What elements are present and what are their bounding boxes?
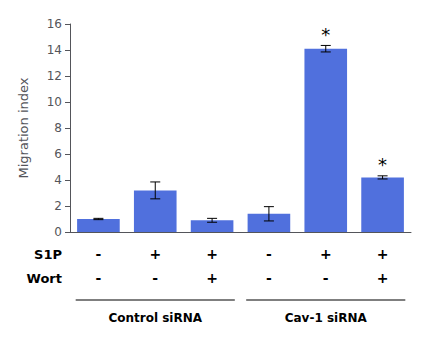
svg-text:Control siRNA: Control siRNA — [108, 311, 202, 325]
svg-text:-: - — [152, 270, 158, 286]
svg-text:+: + — [206, 246, 218, 262]
svg-text:2: 2 — [54, 199, 62, 213]
svg-text:-: - — [96, 270, 102, 286]
svg-text:10: 10 — [47, 95, 62, 109]
svg-text:Migration index: Migration index — [16, 77, 31, 178]
svg-text:*: * — [378, 154, 387, 175]
svg-text:6: 6 — [54, 147, 62, 161]
svg-text:0: 0 — [54, 225, 62, 239]
svg-text:16: 16 — [47, 17, 62, 31]
svg-text:12: 12 — [47, 69, 62, 83]
svg-text:+: + — [206, 270, 218, 286]
svg-text:14: 14 — [47, 43, 62, 57]
svg-text:+: + — [320, 246, 332, 262]
svg-text:8: 8 — [54, 121, 62, 135]
svg-text:-: - — [266, 270, 272, 286]
svg-text:-: - — [323, 270, 329, 286]
svg-text:-: - — [96, 246, 102, 262]
svg-text:+: + — [377, 246, 389, 262]
svg-text:Cav-1 siRNA: Cav-1 siRNA — [285, 311, 368, 325]
svg-text:-: - — [266, 246, 272, 262]
svg-text:4: 4 — [54, 173, 62, 187]
svg-text:+: + — [377, 270, 389, 286]
svg-text:*: * — [321, 24, 330, 45]
svg-text:Wort: Wort — [27, 271, 62, 286]
svg-text:+: + — [149, 246, 161, 262]
svg-text:S1P: S1P — [34, 247, 62, 262]
